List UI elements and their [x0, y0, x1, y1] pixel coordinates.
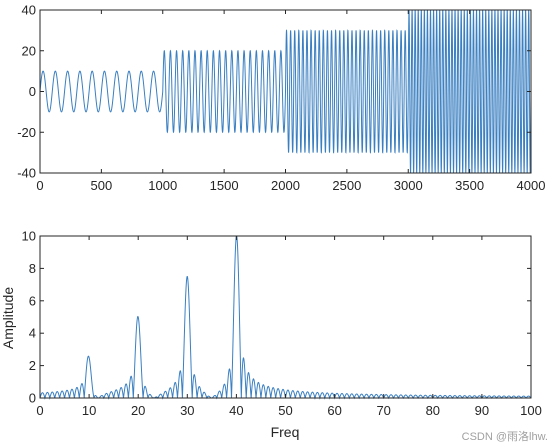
- x-tick-label: 500: [91, 178, 113, 193]
- time-signal-plot: 0 500 1000 1500 2000 2500 3000 3500 4000 -40-200…: [17, 3, 545, 194]
- spectrum-x-ticks: 0 10 20 30 40 50 60 70 80 90 100: [36, 236, 542, 418]
- time-y-ticks: -40 -20 0 20 40: [17, 3, 531, 181]
- x-tick-label: 70: [376, 403, 390, 418]
- x-tick-label: 1500: [210, 178, 239, 193]
- y-tick-label: 2: [29, 358, 36, 373]
- x-tick-label: 3500: [455, 178, 484, 193]
- x-tick-label: 60: [327, 403, 341, 418]
- x-tick-label: 30: [180, 403, 194, 418]
- y-tick-label: -40: [17, 166, 36, 181]
- x-tick-label: 0: [36, 178, 43, 193]
- y-tick-label: 4: [29, 326, 36, 341]
- y-tick-label: 8: [29, 261, 36, 276]
- y-tick-label: 6: [29, 293, 36, 308]
- spectrum-y-axis-label: Amplitude: [0, 287, 16, 349]
- spectrum-x-axis-label: Freq: [271, 424, 300, 440]
- x-tick-label: 100: [520, 403, 542, 418]
- x-tick-label: 50: [278, 403, 292, 418]
- x-tick-label: 2500: [332, 178, 361, 193]
- spectrum-y-ticks: 0 2 4 6 8 10: [22, 229, 531, 406]
- y-tick-label: 20: [22, 43, 36, 58]
- x-tick-label: 1000: [148, 178, 177, 193]
- y-tick-label: 10: [22, 229, 36, 244]
- x-tick-label: 2000: [271, 178, 300, 193]
- x-tick-label: 4000: [517, 178, 546, 193]
- x-tick-label: 80: [426, 403, 440, 418]
- x-tick-label: 40: [229, 403, 243, 418]
- spectrum-plot: 0 10 20 30 40 50 60 70 80 90 100 0 2 4 6 8 10 Freq Ampl…: [0, 229, 542, 441]
- x-tick-label: 10: [82, 403, 96, 418]
- time-x-ticks: 0 500 1000 1500 2000 2500 3000 3500 4000: [36, 10, 545, 193]
- time-signal-line: [39, 9, 532, 174]
- watermark: CSDN @雨洛lhw.: [462, 429, 548, 443]
- y-tick-label: 0: [29, 391, 36, 406]
- x-tick-label: 90: [475, 403, 489, 418]
- x-tick-label: 0: [36, 403, 43, 418]
- x-tick-label: 3000: [394, 178, 423, 193]
- x-tick-label: 20: [131, 403, 145, 418]
- y-tick-label: 40: [22, 3, 36, 18]
- y-tick-label: 0: [29, 84, 36, 99]
- y-tick-label: -20: [17, 125, 36, 140]
